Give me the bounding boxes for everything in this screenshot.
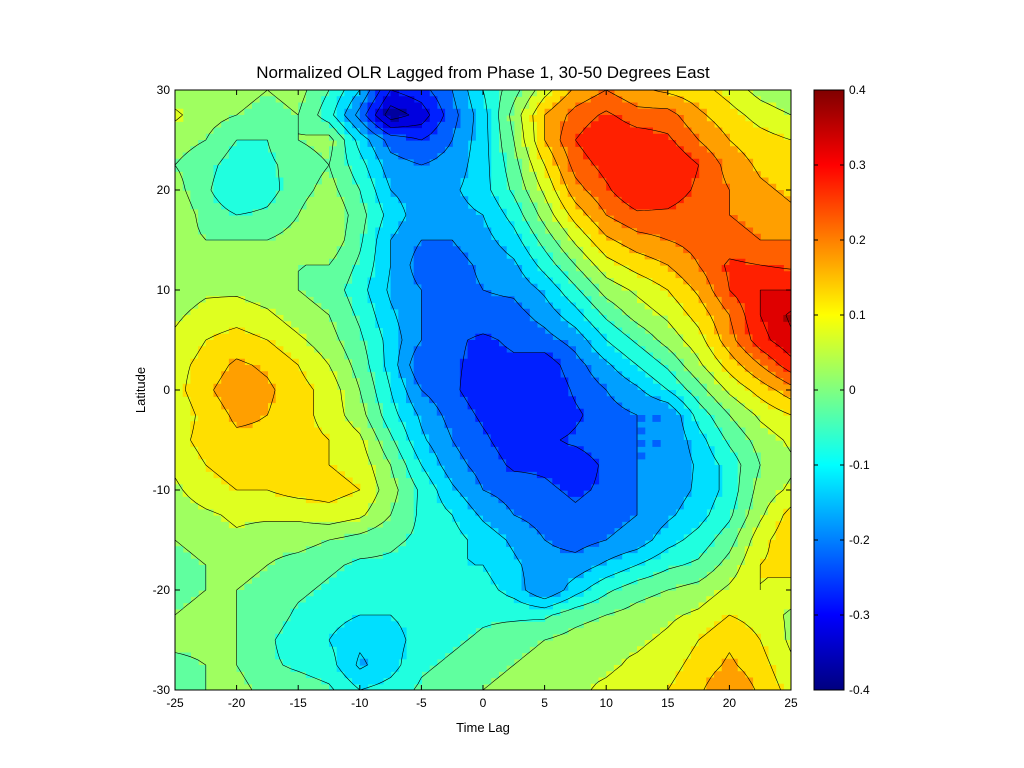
colorbar-tick-label: -0.4	[849, 683, 870, 697]
colorbar-tick-label: -0.2	[849, 533, 870, 547]
contour-band	[575, 115, 791, 372]
colorbar-tick-label: 0.3	[849, 158, 866, 172]
y-tick-label: 30	[157, 83, 171, 97]
x-tick-label: 20	[723, 696, 737, 710]
y-axis-label: Latitude	[133, 367, 148, 413]
contour-band	[175, 90, 761, 690]
colorbar-tick-label: 0.2	[849, 233, 866, 247]
y-tick-label: -30	[153, 683, 171, 697]
contour-band	[213, 90, 738, 690]
colorbar-gradient	[814, 90, 844, 690]
contour-lines	[175, 90, 791, 690]
x-tick-label: -10	[351, 696, 369, 710]
y-tick-label: 10	[157, 283, 171, 297]
x-tick-label: 10	[600, 696, 614, 710]
x-tick-label: -25	[166, 696, 184, 710]
colorbar-tick-label: -0.1	[849, 458, 870, 472]
contour-band	[182, 90, 791, 690]
colorbar-tick-label: 0.4	[849, 83, 866, 97]
colorbar-ticks: -0.4 -0.3 -0.2 -0.1 0 0.1 0.2 0.3 0.4	[814, 83, 870, 697]
x-tick-label: -15	[290, 696, 308, 710]
contour-band	[359, 90, 661, 554]
x-tick-label: 15	[661, 696, 675, 710]
x-tick-label: -20	[228, 696, 246, 710]
contour-band	[560, 90, 791, 385]
x-axis: -25 -20 -15 -10 -5 0 5 10 15 20 25	[166, 90, 798, 710]
x-axis-label: Time Lag	[456, 720, 510, 735]
colorbar-tick-label: 0	[849, 383, 856, 397]
x-tick-label: 5	[541, 696, 548, 710]
contour-band	[760, 290, 791, 354]
y-tick-label: 20	[157, 183, 171, 197]
colorbar-tick-label: 0.1	[849, 308, 866, 322]
y-tick-label: -20	[153, 583, 171, 597]
contour-band	[344, 90, 692, 666]
colorbar: -0.4 -0.3 -0.2 -0.1 0 0.1 0.2 0.3 0.4	[813, 83, 870, 697]
y-axis: -30 -20 -10 0 10 20 30	[153, 83, 791, 697]
contour-band	[213, 90, 791, 690]
y-tick-label: 0	[163, 383, 170, 397]
y-tick-label: -10	[153, 483, 171, 497]
contour-band	[382, 108, 407, 122]
contour-plot-area	[175, 90, 791, 690]
colorbar-tick-label: -0.3	[849, 608, 870, 622]
x-tick-label: -5	[416, 696, 427, 710]
x-tick-label: 25	[784, 696, 798, 710]
contour-band	[367, 90, 600, 497]
x-tick-label: 0	[480, 696, 487, 710]
chart-title: Normalized OLR Lagged from Phase 1, 30-5…	[256, 63, 710, 82]
